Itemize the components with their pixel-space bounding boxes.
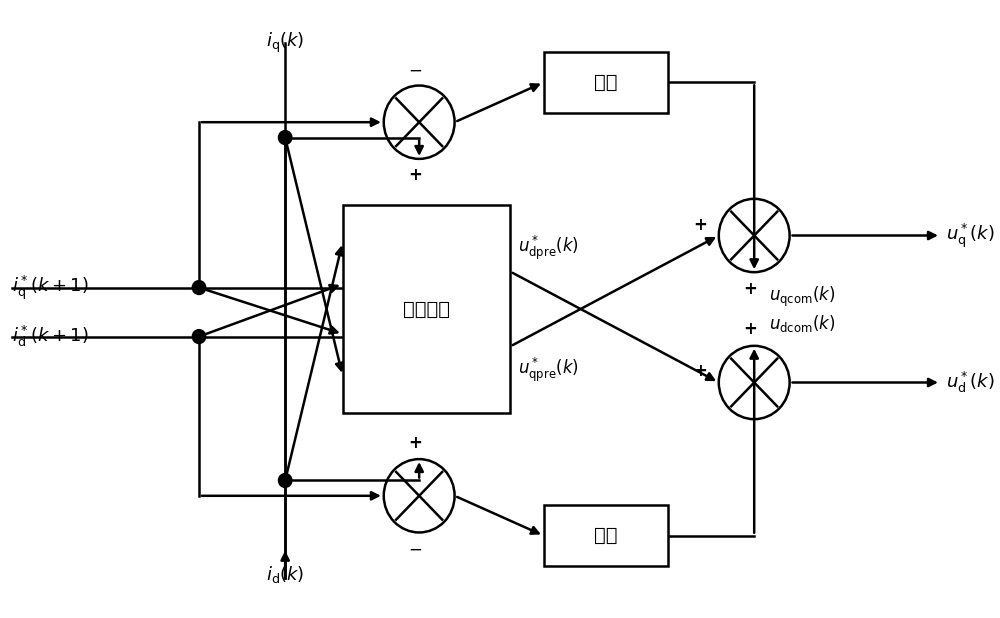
Text: $-$: $-$ [408,60,422,78]
Text: 积分: 积分 [594,73,618,92]
Text: +: + [693,363,707,381]
Text: +: + [743,279,757,297]
Text: 积分: 积分 [594,526,618,545]
Bar [343,205,510,413]
Text: $i_{\rm d}^*(k+1)$: $i_{\rm d}^*(k+1)$ [12,324,89,349]
Ellipse shape [278,130,292,145]
Text: +: + [408,434,422,452]
Text: +: + [743,321,757,339]
Text: +: + [693,216,707,234]
Text: $-$: $-$ [408,540,422,558]
Text: 预测模型: 预测模型 [403,300,450,318]
Ellipse shape [192,329,206,344]
Text: $u_{\rm qcom}(k)$: $u_{\rm qcom}(k)$ [769,284,835,308]
Text: $u_{\rm q}^*(k)$: $u_{\rm q}^*(k)$ [946,221,994,250]
Text: $u_{\rm dpre}^*(k)$: $u_{\rm dpre}^*(k)$ [518,234,579,262]
Text: $i_{\rm q}(k)$: $i_{\rm q}(k)$ [266,30,304,54]
Bar [544,505,668,566]
Text: $i_{\rm q}^*(k+1)$: $i_{\rm q}^*(k+1)$ [12,273,89,302]
Text: $u_{\rm d}^*(k)$: $u_{\rm d}^*(k)$ [946,370,994,395]
Ellipse shape [192,281,206,295]
Text: $i_{\rm d}(k)$: $i_{\rm d}(k)$ [266,564,304,585]
Text: $u_{\rm qpre}^*(k)$: $u_{\rm qpre}^*(k)$ [518,356,579,384]
Text: $u_{\rm dcom}(k)$: $u_{\rm dcom}(k)$ [769,313,835,334]
Ellipse shape [278,473,292,488]
Text: +: + [408,166,422,184]
Bar [544,52,668,113]
